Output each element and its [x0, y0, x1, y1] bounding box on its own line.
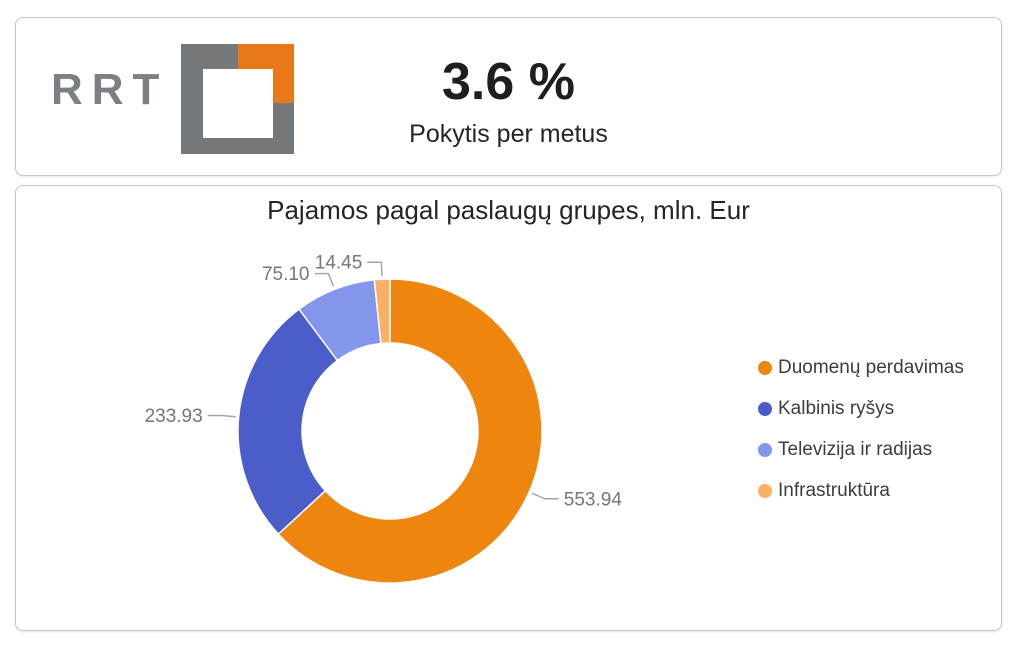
legend-dot-icon: [758, 443, 772, 457]
kpi-header-card: RRT 3.6 % Pokytis per metus: [15, 17, 1002, 176]
legend-item-3[interactable]: Infrastruktūra: [758, 477, 964, 505]
slice-value-label-2: 75.10: [262, 264, 310, 285]
legend-item-1[interactable]: Kalbinis ryšys: [758, 395, 964, 423]
rrt-logo: RRT: [51, 44, 296, 154]
label-leader-line-3: [367, 261, 383, 277]
legend-item-2[interactable]: Televizija ir radijas: [758, 436, 964, 464]
rrt-logo-mark: [181, 44, 294, 154]
slice-value-label-0: 553.94: [564, 489, 623, 510]
chart-title: Pajamos pagal paslaugų grupes, mln. Eur: [267, 195, 750, 225]
legend-label: Duomenų perdavimas: [778, 357, 964, 378]
slice-value-label-1: 233.93: [145, 406, 203, 427]
legend-label: Televizija ir radijas: [778, 439, 933, 460]
chart-legend: Duomenų perdavimas Kalbinis ryšys Televizi…: [758, 354, 964, 505]
legend-dot-icon: [758, 402, 772, 416]
legend-label: Infrastruktūra: [778, 480, 890, 501]
label-leader-line-0: [531, 492, 559, 500]
legend-label: Kalbinis ryšys: [778, 398, 895, 419]
rrt-logo-text: RRT: [51, 65, 169, 114]
slice-value-label-3: 14.45: [315, 253, 363, 274]
kpi-change-value: 3.6 %: [442, 53, 575, 112]
label-leader-line-2: [314, 272, 335, 287]
legend-dot-icon: [758, 484, 772, 498]
legend-dot-icon: [758, 361, 772, 375]
label-leader-line-1: [207, 414, 236, 418]
donut-slice-3[interactable]: [373, 278, 391, 345]
rrt-logo-inner-square: [203, 69, 273, 138]
donut-slice-1[interactable]: [237, 308, 339, 536]
donut-chart-card: Pajamos pagal paslaugų grupes, mln. Eur …: [15, 185, 1002, 631]
kpi-change-caption: Pokytis per metus: [409, 119, 608, 148]
legend-item-0[interactable]: Duomenų perdavimas: [758, 354, 964, 382]
donut-slice-0[interactable]: [277, 278, 543, 584]
